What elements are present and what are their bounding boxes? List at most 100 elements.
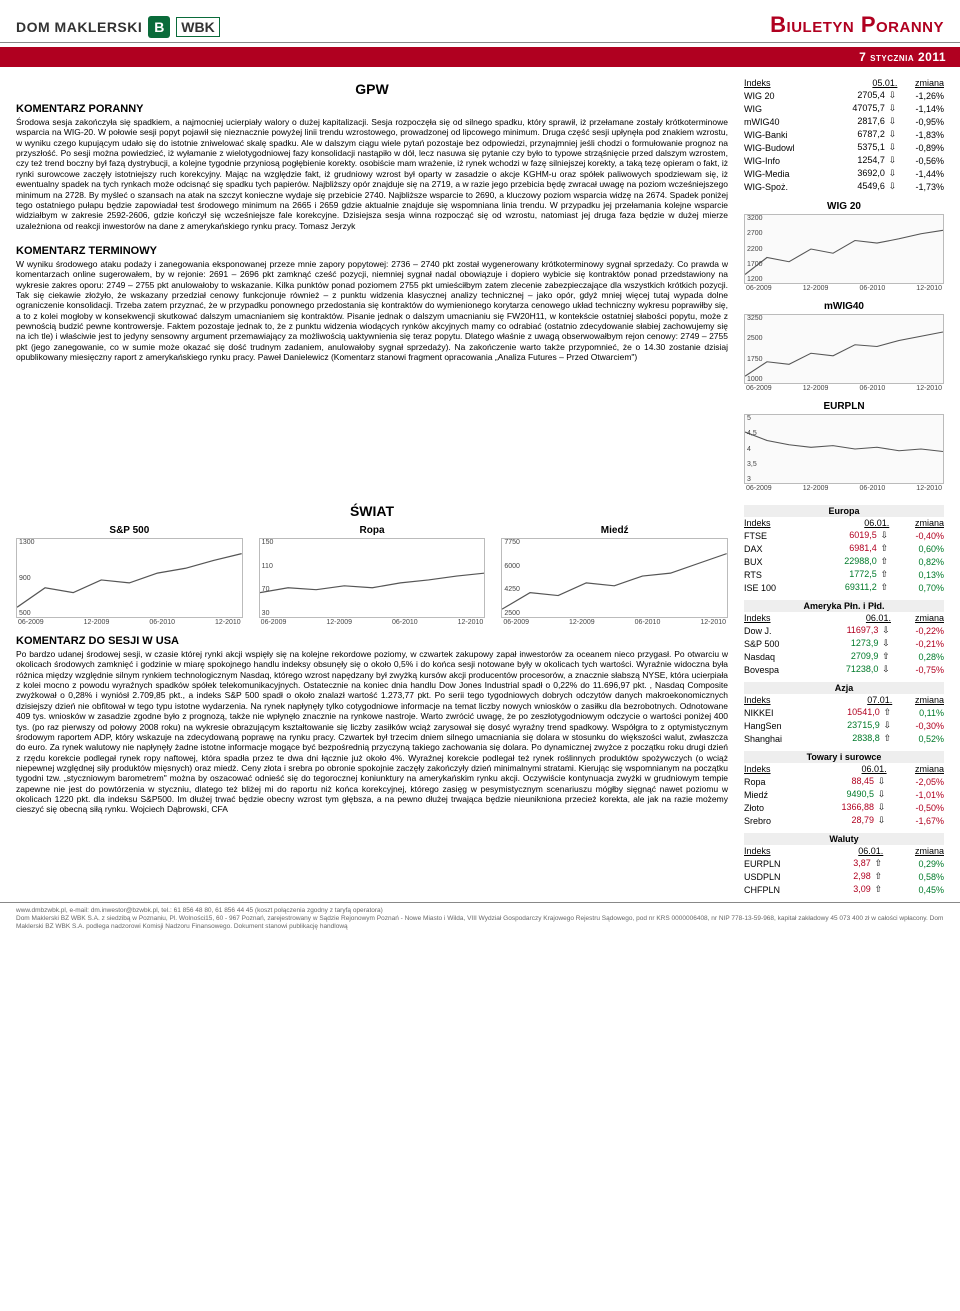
table-row: ISE 10069311,2 ⇧0,70% [744, 581, 944, 594]
xtick: 12-2010 [916, 285, 942, 292]
arrow-down-icon: ⇩ [887, 90, 897, 101]
komentarz-terminowy-body: W wyniku środowego ataku podaży i zanego… [16, 259, 728, 363]
arrow-down-icon: ⇩ [879, 530, 889, 541]
swiat-heading: ŚWIAT [16, 503, 728, 519]
xtick: 12-2009 [803, 385, 829, 392]
xtick: 06-2009 [503, 619, 529, 626]
idx-name: HangSen [744, 719, 812, 732]
index-table-gpw: Indeks 05.01. zmiana WIG 202705,4 ⇩-1,26… [744, 77, 944, 193]
table-row: HangSen23715,9 ⇩-0,30% [744, 719, 944, 732]
ytick: 70 [262, 586, 274, 593]
ytick: 2500 [747, 335, 763, 342]
col-indeks: Indeks [744, 77, 825, 89]
table-row: Złoto1366,88 ⇩-0,50% [744, 801, 944, 814]
idx-change: -1,73% [897, 180, 944, 193]
idx-value: 88,45 ⇩ [797, 775, 886, 788]
arrow-up-icon: ⇧ [879, 569, 889, 580]
idx-name: Nasdaq [744, 650, 809, 663]
col-zmiana: zmiana [883, 845, 944, 857]
ytick: 2500 [504, 610, 520, 617]
table-row: FTSE6019,5 ⇩-0,40% [744, 529, 944, 542]
arrow-down-icon: ⇩ [881, 638, 891, 649]
arrow-down-icon: ⇩ [882, 720, 892, 731]
idx-name: WIG [744, 102, 825, 115]
ytick: 2700 [747, 230, 763, 237]
side-table-heading: Towary i surowce [744, 751, 944, 763]
idx-value: 9490,5 ⇩ [797, 788, 886, 801]
table-row: NIKKEI10541,0 ⇧0,11% [744, 706, 944, 719]
idx-name: BUX [744, 555, 804, 568]
xtick: 12-2009 [569, 619, 595, 626]
idx-name: Srebro [744, 814, 797, 827]
brand: DOM MAKLERSKI B WBK [16, 16, 220, 38]
idx-change: -0,50% [887, 801, 944, 814]
idx-name: CHFPLN [744, 883, 820, 896]
arrow-up-icon: ⇧ [879, 556, 889, 567]
xtick: 12-2009 [84, 619, 110, 626]
xtick: 12-2010 [700, 619, 726, 626]
idx-change: -2,05% [887, 775, 944, 788]
table-row: mWIG402817,6 ⇩-0,95% [744, 115, 944, 128]
ytick: 4 [747, 446, 757, 453]
idx-value: 71238,0 ⇩ [809, 663, 891, 676]
mini-chart: 54,543,53 [744, 414, 944, 484]
table-row: WIG-Spoż.4549,6 ⇩-1,73% [744, 180, 944, 193]
ytick: 7750 [504, 539, 520, 546]
idx-name: mWIG40 [744, 115, 825, 128]
table-row: Srebro28,79 ⇩-1,67% [744, 814, 944, 827]
masthead: DOM MAKLERSKI B WBK Biuletyn Poranny [0, 0, 960, 43]
mini-chart-title: WIG 20 [744, 201, 944, 212]
idx-name: Miedź [744, 788, 797, 801]
idx-change: -0,75% [891, 663, 944, 676]
ytick: 500 [19, 610, 35, 617]
arrow-up-icon: ⇧ [873, 884, 883, 895]
col-zmiana: zmiana [887, 763, 944, 775]
xtick: 12-2009 [803, 485, 829, 492]
bulletin-date-bar: 7 stycznia 2011 [0, 47, 960, 67]
ytick: 1700 [747, 261, 763, 268]
komentarz-poranny-heading: KOMENTARZ PORANNY [16, 103, 728, 115]
table-row: EURPLN3,87 ⇧0,29% [744, 857, 944, 870]
arrow-up-icon: ⇧ [879, 543, 889, 554]
idx-value: 2709,9 ⇧ [809, 650, 891, 663]
world-chart: Miedź775060004250250006-200912-200906-20… [501, 525, 728, 627]
idx-value: 1273,9 ⇩ [809, 637, 891, 650]
ytick: 150 [262, 539, 274, 546]
idx-change: -0,56% [897, 154, 944, 167]
ytick: 1200 [747, 276, 763, 283]
idx-value: 1254,7 ⇩ [825, 154, 897, 167]
world-chart-title: Ropa [259, 525, 486, 536]
idx-value: 4549,6 ⇩ [825, 180, 897, 193]
arrow-down-icon: ⇩ [877, 815, 887, 826]
ytick: 110 [262, 563, 274, 570]
col-zmiana: zmiana [897, 77, 944, 89]
arrow-up-icon: ⇧ [882, 707, 892, 718]
arrow-down-icon: ⇩ [887, 181, 897, 192]
col-indeks: Indeks [744, 517, 804, 529]
idx-name: Bovespa [744, 663, 809, 676]
idx-change: -1,44% [897, 167, 944, 180]
idx-change: -1,14% [897, 102, 944, 115]
side-table: Indeks06.01.zmianaEURPLN3,87 ⇧0,29%USDPL… [744, 845, 944, 896]
idx-value: 3,09 ⇧ [820, 883, 883, 896]
xtick: 12-2010 [916, 485, 942, 492]
xtick: 12-2009 [803, 285, 829, 292]
table-row: Miedź9490,5 ⇩-1,01% [744, 788, 944, 801]
side-table: Indeks06.01.zmianaRopa88,45 ⇩-2,05%Miedź… [744, 763, 944, 827]
table-row: BUX22988,0 ⇧0,82% [744, 555, 944, 568]
brand-left-text: DOM MAKLERSKI [16, 19, 142, 35]
idx-change: -0,95% [897, 115, 944, 128]
idx-name: DAX [744, 542, 804, 555]
idx-name: Ropa [744, 775, 797, 788]
idx-value: 23715,9 ⇩ [812, 719, 892, 732]
table-row: WIG-Banki6787,2 ⇩-1,83% [744, 128, 944, 141]
table-row: WIG47075,7 ⇩-1,14% [744, 102, 944, 115]
side-table-heading: Azja [744, 682, 944, 694]
ytick: 30 [262, 610, 274, 617]
idx-value: 3692,0 ⇩ [825, 167, 897, 180]
idx-change: 0,28% [891, 650, 944, 663]
col-indeks: Indeks [744, 763, 797, 775]
ytick: 3200 [747, 215, 763, 222]
arrow-up-icon: ⇧ [879, 582, 889, 593]
side-table: Indeks06.01.zmianaDow J.11697,3 ⇩-0,22%S… [744, 612, 944, 676]
